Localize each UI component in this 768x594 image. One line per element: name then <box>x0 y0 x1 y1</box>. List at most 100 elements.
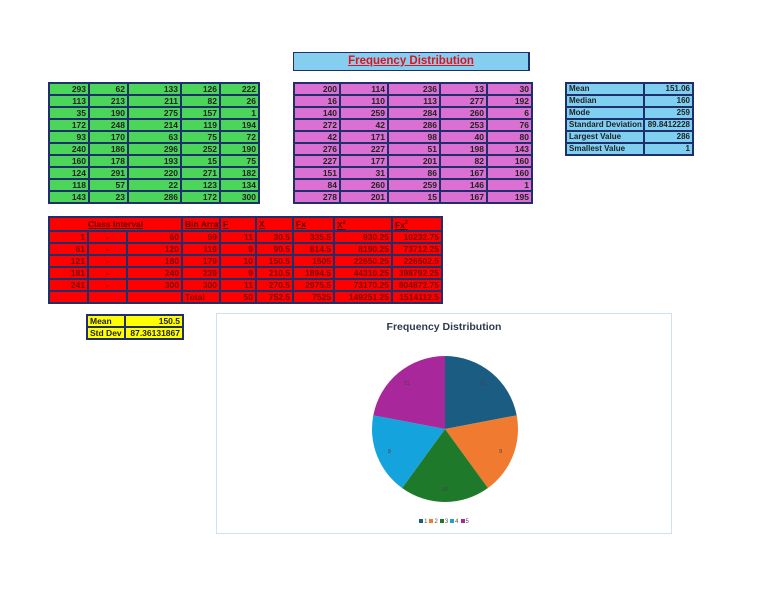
grouped-mean-label: Mean <box>86 314 126 328</box>
interval-low: 61 <box>48 241 89 256</box>
pink-table-cell: 259 <box>339 106 389 120</box>
green-table-cell: 119 <box>180 118 221 132</box>
freq-total-row: Total 50 752.5 7525 149251.25 1514112.5 <box>48 289 444 304</box>
pie-data-label: 9 <box>388 449 391 455</box>
pink-table-cell: 177 <box>339 154 389 168</box>
x-value: 150.5 <box>255 253 295 268</box>
green-table-row: 93 170 63 75 72 <box>48 130 260 144</box>
legend-item-3[interactable]: 3 <box>439 519 448 525</box>
pink-table-cell: 200 <box>293 82 341 96</box>
pie-slice-1[interactable] <box>445 356 517 429</box>
stats-label: Smallest Value <box>565 142 645 156</box>
freq-header-row: Class Interval Bin Array F X Fx X2 Fx2 <box>47 216 444 232</box>
interval-high: 180 <box>125 253 184 268</box>
pie-slice-2[interactable] <box>445 415 518 489</box>
f-value: 10 <box>219 253 258 268</box>
bin-value: 59 <box>181 229 222 244</box>
green-table-cell: 291 <box>88 166 129 180</box>
interval-dash: - <box>87 253 128 268</box>
green-table-cell: 1 <box>219 106 260 120</box>
header-fx: Fx <box>292 216 336 232</box>
bin-value: 179 <box>181 253 222 268</box>
green-table-row: 113 213 211 82 26 <box>48 94 260 108</box>
grouped-sd-value: 87.36131867 <box>124 326 184 340</box>
pink-table-cell: 167 <box>439 190 488 204</box>
legend-swatch-icon <box>419 519 424 524</box>
f-value: 9 <box>219 241 258 256</box>
pink-table-cell: 167 <box>439 166 488 180</box>
pink-table-cell: 259 <box>387 178 441 192</box>
empty-cell <box>87 289 128 304</box>
pink-table-cell: 276 <box>293 142 341 156</box>
freq-row: 121-180 179 10 150.5 1505 22650.25 226502.5 <box>48 253 444 268</box>
empty-cell <box>125 289 184 304</box>
pink-table-row: 276 227 51 198 143 <box>293 142 533 156</box>
pink-table-cell: 16 <box>293 94 341 108</box>
green-table-cell: 143 <box>48 190 90 204</box>
interval-high: 60 <box>125 229 184 244</box>
stats-label: Standard Deviation <box>565 118 645 132</box>
fx-squared-value: 10232.75 <box>391 229 444 244</box>
pink-table-cell: 272 <box>293 118 341 132</box>
x-value: 90.5 <box>255 241 295 256</box>
green-table-cell: 126 <box>180 82 221 96</box>
pink-table-cell: 6 <box>486 106 533 120</box>
green-table-cell: 134 <box>219 178 260 192</box>
green-table-row: 143 23 286 172 300 <box>48 190 260 204</box>
fx-value: 1894.5 <box>292 265 336 280</box>
green-table-cell: 35 <box>48 106 90 120</box>
green-table-cell: 190 <box>88 106 129 120</box>
grouped-sd-row: Std Dev 87.36131867 <box>86 326 184 340</box>
pink-table-cell: 140 <box>293 106 341 120</box>
fx-value: 1505 <box>292 253 336 268</box>
freq-row: 1-60 59 11 30.5 335.5 930.25 10232.75 <box>48 229 444 244</box>
stats-row: Standard Deviation 89.8412228 <box>565 118 694 132</box>
pink-table-cell: 42 <box>293 130 341 144</box>
pink-table-cell: 40 <box>439 130 488 144</box>
pink-table-cell: 82 <box>439 154 488 168</box>
pink-table-cell: 253 <box>439 118 488 132</box>
green-table-cell: 93 <box>48 130 90 144</box>
interval-dash: - <box>87 229 128 244</box>
pie-slice-5[interactable] <box>373 356 445 429</box>
legend-item-5[interactable]: 5 <box>460 519 469 525</box>
pink-table-cell: 13 <box>439 82 488 96</box>
chart-title: Frequency Distribution <box>386 321 502 333</box>
pink-table-cell: 114 <box>339 82 389 96</box>
header-f: F <box>219 216 258 232</box>
pink-table-cell: 260 <box>439 106 488 120</box>
stats-row: Median 160 <box>565 94 694 108</box>
pie-data-label: 11 <box>404 381 410 387</box>
legend-item-4[interactable]: 4 <box>450 519 459 525</box>
green-table-row: 160 178 193 15 75 <box>48 154 260 168</box>
interval-dash: - <box>87 277 128 292</box>
stats-label: Mean <box>565 82 645 96</box>
pink-table-cell: 1 <box>486 178 533 192</box>
pink-table-cell: 86 <box>387 166 441 180</box>
interval-high: 300 <box>125 277 184 292</box>
pie-slice-3[interactable] <box>402 429 488 502</box>
green-table-cell: 157 <box>180 106 221 120</box>
header-class-interval: Class Interval <box>47 216 184 232</box>
stats-row: Mode 259 <box>565 106 694 120</box>
stats-row: Mean 151.06 <box>565 82 694 96</box>
pink-table-row: 16 110 113 277 192 <box>293 94 533 108</box>
stats-value: 1 <box>643 142 694 156</box>
legend-item-1[interactable]: 1 <box>419 519 427 525</box>
x-value: 30.5 <box>255 229 295 244</box>
green-table-cell: 296 <box>127 142 182 156</box>
green-table-cell: 178 <box>88 154 129 168</box>
green-table-cell: 213 <box>88 94 129 108</box>
stats-label: Mode <box>565 106 645 120</box>
fx-squared-value: 73712.25 <box>391 241 444 256</box>
legend-label: 4 <box>455 519 459 525</box>
pie-slice-4[interactable] <box>372 415 445 489</box>
green-table-cell: 22 <box>127 178 182 192</box>
grouped-mean-row: Mean 150.5 <box>86 314 184 328</box>
green-table-cell: 124 <box>48 166 90 180</box>
pink-table-cell: 198 <box>439 142 488 156</box>
green-table-cell: 240 <box>48 142 90 156</box>
legend-item-2[interactable]: 2 <box>429 519 438 525</box>
